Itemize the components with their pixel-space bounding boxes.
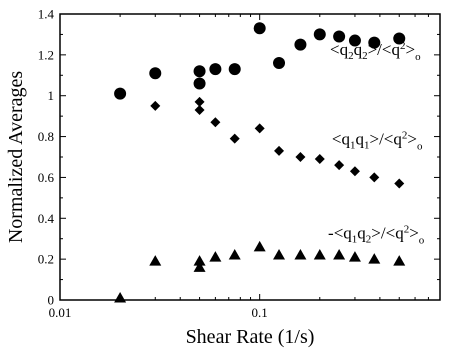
- annotations: <q2q2>/<q2>o <q1q1>/<q2>o -<q1q2>/<q2>o: [328, 40, 425, 247]
- diamond-point: [194, 96, 205, 107]
- circle-point: [348, 34, 361, 47]
- triangle-point: [209, 251, 222, 262]
- circle-point: [368, 36, 381, 49]
- triangle-point: [193, 255, 206, 266]
- diamond-point: [254, 123, 265, 134]
- y-tick-label: 1.4: [38, 7, 55, 22]
- data-points: [114, 22, 406, 303]
- circle-point: [273, 57, 286, 70]
- circle-point: [193, 77, 206, 90]
- y-tick-label: 0.6: [38, 170, 55, 185]
- diamond-point: [314, 154, 325, 165]
- axis-ticks: [59, 13, 441, 301]
- y-axis-title: Normalized Averages: [5, 71, 27, 244]
- circle-point: [253, 22, 266, 35]
- circle-point: [313, 28, 326, 41]
- y-tick-label: 0: [48, 293, 55, 308]
- triangle-point: [393, 255, 406, 266]
- diamond-point: [150, 100, 161, 111]
- series-annotation-1: <q2q2>/<q2>o: [330, 40, 421, 63]
- circle-point: [193, 65, 206, 78]
- triangle-point: [333, 249, 346, 260]
- diamond-point: [369, 172, 380, 183]
- y-tick-label: 0.2: [38, 252, 54, 267]
- x-axis-title: Shear Rate (1/s): [186, 326, 315, 348]
- y-tick-label: 1: [48, 88, 55, 103]
- y-tick-label: 1.2: [38, 47, 54, 62]
- series-annotation-3: -<q1q2>/<q2>o: [328, 224, 425, 247]
- diamond-point: [394, 178, 405, 189]
- triangle-point: [253, 240, 266, 252]
- diamond-point: [334, 160, 345, 171]
- triangle-point: [149, 255, 162, 266]
- circle-point: [393, 32, 406, 45]
- triangle-point: [193, 261, 206, 272]
- circle-point: [228, 63, 241, 76]
- triangle-point: [294, 249, 307, 260]
- circle-point: [333, 30, 346, 43]
- diamond-point: [194, 105, 205, 116]
- diamond-point: [229, 133, 240, 144]
- circle-point: [114, 87, 127, 100]
- circle-point: [294, 38, 307, 51]
- triangle-point: [273, 249, 286, 260]
- y-tick-label: 0.8: [38, 129, 54, 144]
- triangle-point: [368, 253, 381, 264]
- x-tick-label: 0.1: [252, 305, 268, 320]
- y-tick-label: 0.4: [38, 211, 55, 226]
- triangle-point: [114, 291, 127, 303]
- diamond-point: [295, 152, 306, 162]
- diamond-point: [349, 166, 360, 177]
- series-annotation-2: <q1q1>/<q2>o: [332, 130, 423, 153]
- x-tick-label: 0.01: [49, 305, 72, 320]
- triangle-point: [313, 249, 326, 260]
- tick-labels: 0 0.2 0.4 0.6 0.8 1 1.2 1.4 0.01 0.1: [38, 7, 268, 321]
- circle-point: [209, 63, 222, 76]
- triangle-point: [228, 249, 241, 260]
- diamond-point: [210, 117, 221, 128]
- circle-point: [149, 67, 162, 80]
- diamond-point: [274, 145, 285, 156]
- triangle-point: [348, 251, 361, 262]
